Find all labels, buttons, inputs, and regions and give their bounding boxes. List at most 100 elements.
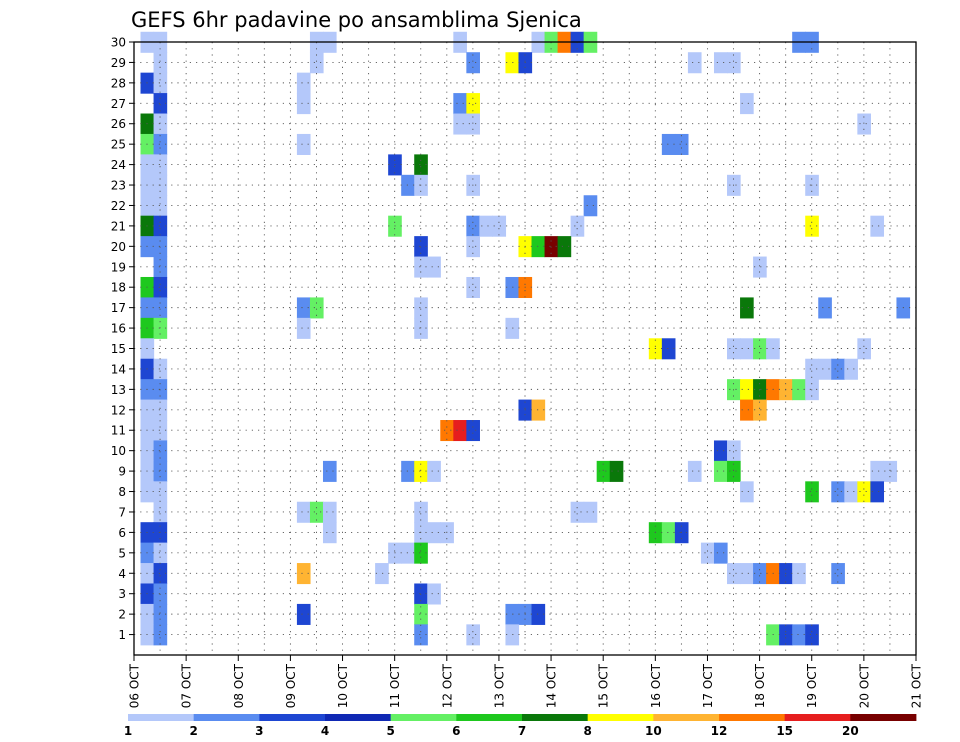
heatmap-cell [322,522,337,544]
heatmap-cell [727,52,741,74]
y-tick-label: 7 [118,505,126,519]
chart-title: GEFS 6hr padavine po ansamblima Sjenica [131,8,582,32]
heatmap-cell [857,113,871,135]
heatmap-cell [740,481,754,503]
x-tick-label: 19 OCT [805,663,819,708]
heatmap-cell [427,256,441,278]
heatmap-cell [740,563,754,585]
heatmap-cell [805,481,819,503]
heatmap-cell [453,113,467,135]
heatmap-cell [583,195,598,217]
heatmap-cell [153,358,168,380]
heatmap-cell [792,563,806,585]
heatmap-cell [466,93,480,115]
heatmap-cell [713,52,728,74]
heatmap-cell [153,133,168,155]
heatmap-cell [609,460,624,482]
heatmap-cell [414,256,428,278]
heatmap-cell [153,276,168,299]
heatmap-cell [309,501,324,523]
heatmap-cell [583,501,598,523]
colorbar-swatch [128,714,195,721]
colorbar-swatch [587,714,654,721]
heatmap-cell [153,420,168,442]
y-tick-label: 17 [111,301,126,315]
heatmap-cell [570,215,585,237]
heatmap-cell [818,358,832,380]
heatmap-cell [414,542,428,564]
y-tick-label: 26 [111,117,126,131]
heatmap-cell [700,542,715,564]
heatmap-cell [414,501,428,523]
colorbar-swatch [193,714,260,721]
x-tick-label: 18 OCT [753,663,767,708]
colorbar-level-label: 5 [386,724,394,738]
heatmap-cell [296,133,311,155]
colorbar-level-label: 12 [711,724,728,738]
heatmap-cell [153,297,168,319]
colorbar-level-label: 4 [321,724,329,738]
heatmap-cell [753,338,767,360]
heatmap-cell [531,236,546,258]
heatmap-cell [153,603,168,625]
y-tick-label: 6 [118,526,126,540]
y-tick-label: 13 [111,383,126,397]
heatmap-cell [596,460,611,482]
heatmap-cell [414,297,428,319]
heatmap-cell [661,522,676,544]
colorbar-level-label: 7 [518,724,526,738]
y-tick-label: 9 [118,465,126,479]
colorbar-level-label: 8 [583,724,591,738]
x-tick-label: 08 OCT [232,663,246,708]
heatmap-cell [687,52,702,74]
heatmap-cell [153,195,168,217]
colorbar-swatch [325,714,392,721]
heatmap-cell [296,72,311,94]
heatmap-cell [753,256,767,278]
heatmap-cell [753,563,767,585]
x-tick-label: 06 OCT [128,663,142,708]
heatmap-cell [740,338,754,360]
colorbar-swatch [653,714,720,721]
heatmap-cell [857,338,871,360]
heatmap-cell [309,297,324,319]
heatmap-cell [466,624,480,646]
heatmap-cell [857,481,871,503]
heatmap-cell [296,501,311,523]
heatmap-cell [466,113,480,135]
heatmap-cell [870,460,885,482]
colorbar-swatch [522,714,589,721]
heatmap-cell [153,215,168,237]
heatmap-cell [427,522,441,544]
heatmap-cell [153,256,168,278]
heatmap-cell [831,358,845,380]
colorbar-swatch [259,714,326,721]
heatmap-cell [570,501,585,523]
heatmap-cell [792,624,806,646]
heatmap-cell [414,624,428,646]
y-tick-label: 18 [111,281,126,295]
colorbar-swatch [390,714,457,721]
x-tick-label: 13 OCT [492,663,506,708]
y-tick-label: 27 [111,97,126,111]
heatmap-cell [296,93,311,115]
y-tick-label: 25 [111,138,126,152]
colorbar-swatch [784,714,851,721]
x-tick-label: 14 OCT [545,663,559,708]
heatmap-cell [153,624,168,646]
x-tick-label: 07 OCT [180,663,194,708]
heatmap-cell [153,460,168,482]
heatmap-cell [740,379,754,401]
heatmap-cell [727,440,741,462]
heatmap-cell [296,603,311,625]
heatmap-cell [427,583,441,605]
heatmap-cell [466,420,480,442]
heatmap-cell [687,460,702,482]
heatmap-cell [153,399,168,421]
x-tick-label: 10 OCT [336,663,350,708]
heatmap-cell [740,93,754,115]
y-tick-label: 8 [118,485,126,499]
y-tick-label: 23 [111,179,126,193]
colorbar: 1 2 3 4 5 6 7 8 10 12 15 20 [124,714,917,738]
y-tick-label: 29 [111,56,126,70]
